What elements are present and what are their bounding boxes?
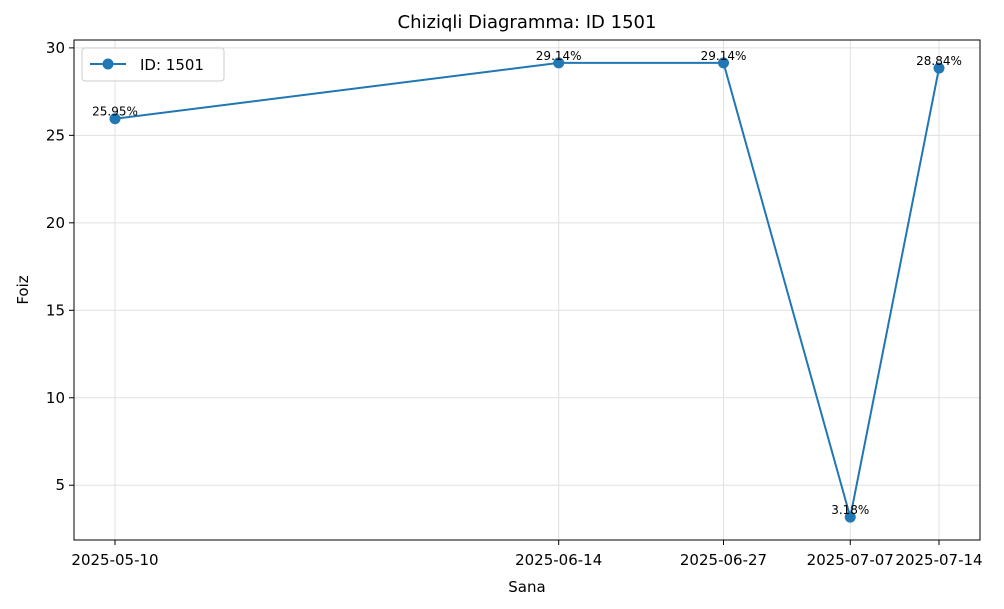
data-label: 3.18% <box>831 503 869 517</box>
x-axis: 2025-05-10 2025-06-14 2025-06-27 2025-07-07… <box>71 540 983 569</box>
y-tick-label: 10 <box>46 389 65 407</box>
legend: ID: 1501 <box>81 47 225 82</box>
x-tick-label: 2025-07-14 <box>895 551 982 569</box>
data-point <box>933 62 945 74</box>
x-axis-label: Sana <box>508 578 545 596</box>
legend-marker <box>102 58 114 70</box>
y-tick-label: 5 <box>55 476 65 494</box>
y-tick-label: 20 <box>46 214 65 232</box>
data-point <box>553 57 565 69</box>
data-point <box>109 113 121 125</box>
data-point <box>717 57 729 69</box>
data-label: 28.84% <box>916 54 962 68</box>
x-tick-label: 2025-07-07 <box>807 551 894 569</box>
y-tick-label: 25 <box>46 126 65 144</box>
series-layer <box>109 57 945 523</box>
y-tick-label: 15 <box>46 301 65 319</box>
data-label: 29.14% <box>701 49 747 63</box>
x-tick-label: 2025-06-27 <box>680 551 767 569</box>
data-label: 29.14% <box>536 49 582 63</box>
plot-frame <box>73 39 981 541</box>
data-label: 25.95% <box>92 105 138 119</box>
y-axis-label: Foiz <box>14 275 32 304</box>
data-point <box>844 511 856 523</box>
x-tick-label: 2025-05-10 <box>71 551 158 569</box>
y-tick-label: 30 <box>46 39 65 57</box>
data-labels: 25.95% 29.14% 29.14% 3.18% 28.84% <box>92 49 962 517</box>
x-tick-label: 2025-06-14 <box>515 551 602 569</box>
grid <box>74 40 980 540</box>
legend-box <box>81 47 225 82</box>
y-axis: 5 10 15 20 25 30 <box>46 39 74 494</box>
series-line <box>114 61 940 518</box>
chart-title: Chiziqli Diagramma: ID 1501 <box>398 12 657 33</box>
legend-entry-label: ID: 1501 <box>140 56 204 74</box>
